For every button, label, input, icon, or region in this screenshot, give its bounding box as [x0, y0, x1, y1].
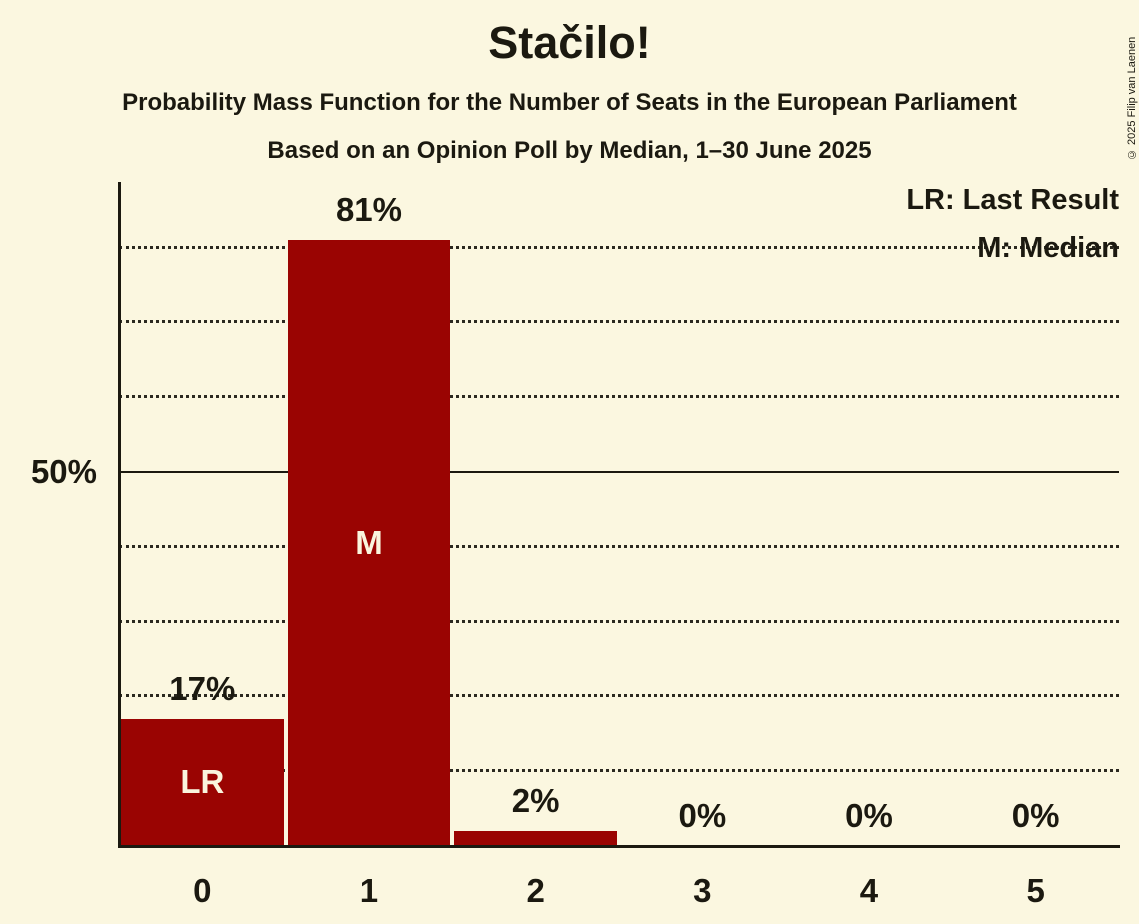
- y-axis-tick-label: 50%: [30, 453, 97, 490]
- x-tick-label-0: 0: [193, 872, 212, 909]
- x-tick-label-4: 4: [859, 872, 879, 909]
- gridline-50pct-solid: [119, 471, 1119, 473]
- bar-value-label-0: 17%: [169, 669, 236, 707]
- chart-subtitle: Probability Mass Function for the Number…: [122, 89, 1017, 116]
- legend-median: M: Median: [977, 232, 1119, 264]
- bar-value-label-4: 0%: [845, 797, 893, 834]
- gridline-70pct: [119, 320, 1119, 324]
- bar-inner-label-1: M: [355, 524, 383, 562]
- bar-2: [454, 831, 617, 846]
- bar-inner-label-0: LR: [180, 763, 225, 801]
- y-axis-line: [118, 182, 121, 848]
- x-tick-label-3: 3: [693, 872, 712, 909]
- x-axis-line: [118, 845, 1120, 848]
- bar-value-label-1: 81%: [335, 191, 403, 229]
- chart-caption: Based on an Opinion Poll by Median, 1–30…: [267, 137, 872, 164]
- gridline-30pct: [119, 619, 1119, 623]
- gridline-20pct: [119, 694, 1119, 698]
- gridline-80pct: [119, 245, 1119, 249]
- copyright-notice: © 2025 Filip van Laenen: [1126, 36, 1138, 160]
- bar-value-label-3: 0%: [678, 797, 727, 834]
- bar-value-label-5: 0%: [1011, 797, 1060, 834]
- bar-value-label-2: 2%: [511, 782, 560, 820]
- gridline-60pct: [119, 395, 1119, 399]
- chart-title: Stačilo!: [488, 17, 651, 68]
- x-tick-label-2: 2: [526, 872, 545, 909]
- bar-1: [287, 240, 451, 846]
- x-tick-label-5: 5: [1026, 872, 1045, 909]
- x-tick-label-1: 1: [359, 872, 379, 909]
- legend-last-result: LR: Last Result: [906, 184, 1119, 216]
- gridline-40pct: [119, 544, 1119, 548]
- gridline-10pct: [119, 769, 1119, 773]
- bar-0: [121, 718, 284, 846]
